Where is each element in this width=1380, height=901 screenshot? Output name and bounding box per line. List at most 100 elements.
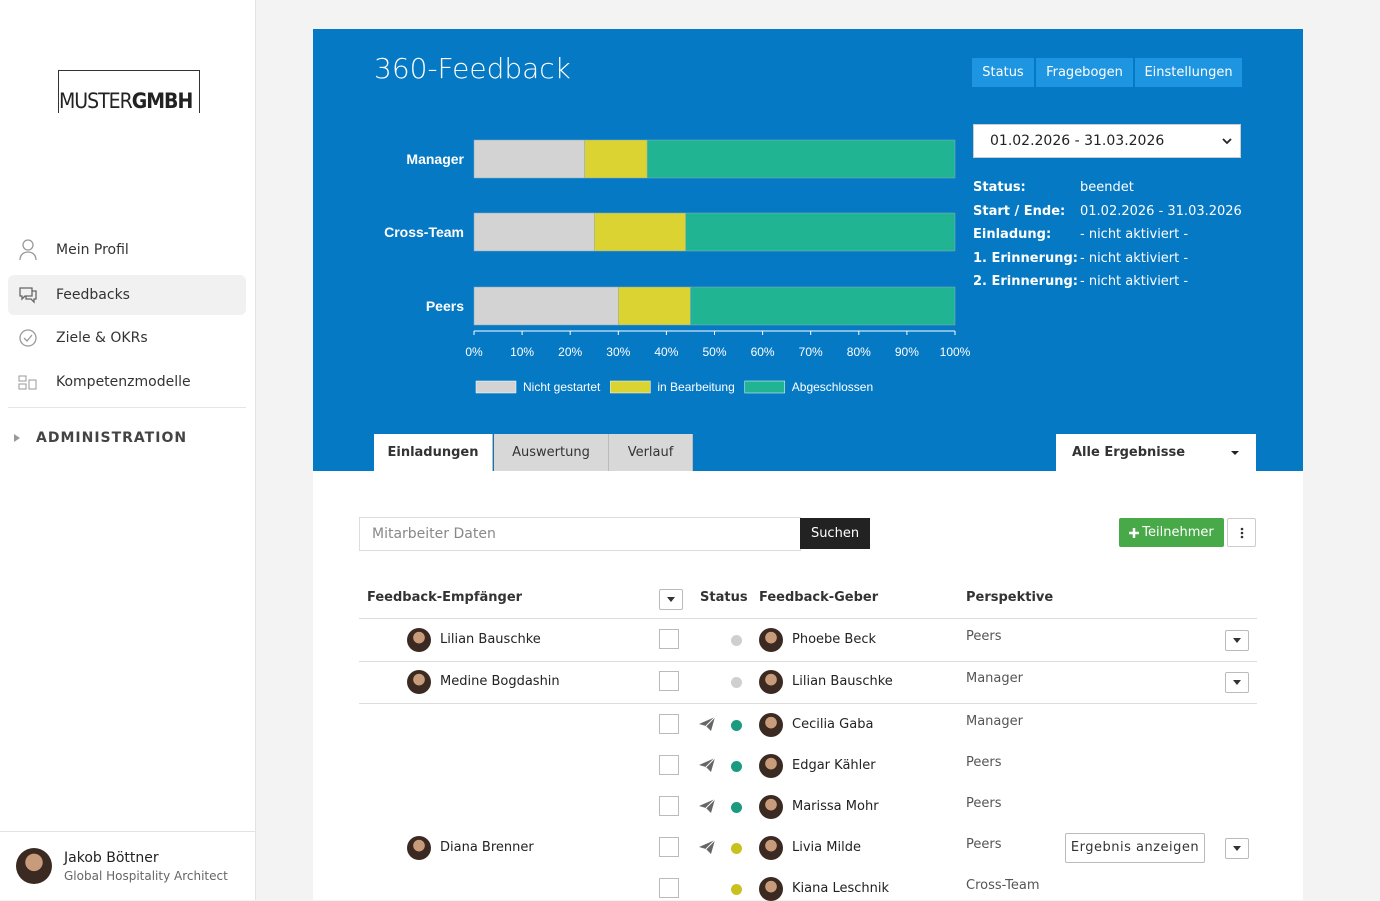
legend-swatch: [610, 380, 651, 394]
status-dot: [731, 801, 742, 813]
x-tick-label: 30%: [606, 345, 630, 359]
checkbox[interactable]: [659, 629, 679, 649]
status-dot: [731, 677, 742, 688]
section-title[interactable]: ADMINISTRATION: [36, 430, 188, 446]
checkbox[interactable]: [659, 836, 679, 857]
nav-item[interactable]: Feedbacks: [8, 275, 246, 315]
info-value: - nicht aktiviert -: [1080, 227, 1189, 242]
row-divider: [359, 703, 1257, 704]
tab[interactable]: Verlauf: [609, 434, 693, 471]
bar-segment: [646, 139, 956, 179]
add-label: Teilnehmer: [1142, 525, 1214, 540]
period-select[interactable]: 01.02.2026 - 31.03.2026: [973, 124, 1241, 158]
giver-avatar: [759, 794, 783, 819]
giver-avatar: [759, 628, 783, 652]
checkbox[interactable]: [659, 671, 679, 691]
bar-segment: [594, 212, 686, 252]
perspective: Manager: [966, 671, 1023, 686]
nav-label: Ziele & OKRs: [56, 330, 148, 346]
nav-item[interactable]: Kompetenzmodelle: [8, 362, 246, 402]
user-avatar: [16, 848, 52, 884]
header-button[interactable]: Einstellungen: [1135, 58, 1242, 87]
x-tick-label: 40%: [654, 345, 678, 359]
recipient-name: Lilian Bauschke: [440, 632, 541, 647]
x-tick-label: 80%: [847, 345, 871, 359]
nav-label: Feedbacks: [56, 287, 130, 303]
chart: Manager Cross-Team Peers 0% 10% 20% 30% 40% 50% 6…: [384, 139, 971, 394]
info-value: beendet: [1080, 180, 1134, 195]
logo-text-bold: GMBH: [131, 89, 194, 113]
perspective: Peers: [966, 795, 1002, 811]
category-label: Cross-Team: [384, 224, 464, 240]
x-tick-label: 0%: [465, 345, 483, 359]
header-button[interactable]: Status: [972, 58, 1034, 87]
bar-segment: [473, 212, 595, 252]
recipient-name: Diana Brenner: [440, 839, 534, 855]
header-button[interactable]: Fragebogen: [1036, 58, 1133, 87]
status-dot: [731, 842, 742, 854]
bar-segment: [690, 286, 956, 326]
legend-label: Abgeschlossen: [792, 380, 873, 394]
sent-icon: [699, 839, 716, 854]
row-dropdown[interactable]: [1225, 630, 1249, 651]
header-divider: [359, 618, 1257, 619]
info-label: 2. Erinnerung:: [973, 274, 1079, 289]
caret: [14, 434, 20, 442]
nav-item[interactable]: Mein Profil: [8, 230, 246, 270]
perspective: Cross-Team: [966, 877, 1040, 893]
tab[interactable]: Einladungen: [374, 434, 493, 471]
x-tick-label: 70%: [799, 345, 823, 359]
x-tick-label: 10%: [510, 345, 534, 359]
giver-name: Kiana Leschnik: [792, 880, 889, 896]
bar-segment: [473, 286, 619, 326]
giver-avatar: [759, 712, 783, 737]
info-value: - nicht aktiviert -: [1080, 274, 1189, 289]
row-divider: [359, 661, 1257, 662]
search-button[interactable]: Suchen: [800, 518, 870, 549]
recipient-name: Medine Bogdashin: [440, 674, 560, 689]
x-tick-label: 100%: [940, 345, 971, 359]
status-dot: [731, 635, 742, 646]
tab[interactable]: Auswertung: [494, 434, 609, 471]
column-dropdown[interactable]: [659, 589, 683, 610]
x-tick-label: 20%: [558, 345, 582, 359]
sidebar: MUSTERGMBH Mein Profil Feedbacks Ziele &…: [0, 0, 256, 900]
giver-avatar: [759, 670, 783, 694]
user-role: Global Hospitality Architect: [64, 869, 228, 883]
sent-icon: [699, 716, 716, 731]
legend-label: Nicht gestartet: [523, 380, 601, 394]
legend-swatch: [475, 380, 517, 394]
giver-name: Phoebe Beck: [792, 632, 877, 647]
filter-value: Alle Ergebnisse: [1072, 445, 1186, 460]
nav-item[interactable]: Ziele & OKRs: [8, 318, 246, 358]
perspective: Manager: [966, 713, 1023, 729]
row-dropdown[interactable]: [1225, 837, 1249, 859]
nav-label: Mein Profil: [56, 242, 129, 258]
row-dropdown[interactable]: [1225, 672, 1249, 693]
checkbox[interactable]: [659, 877, 679, 898]
info-value: - nicht aktiviert -: [1080, 251, 1189, 266]
column-header: Perspektive: [966, 590, 1054, 605]
checkbox[interactable]: [659, 754, 679, 775]
status-dot: [731, 719, 742, 731]
search-placeholder: Mitarbeiter Daten: [372, 526, 496, 542]
nav-label: Kompetenzmodelle: [56, 374, 191, 390]
x-tick-label: 50%: [702, 345, 726, 359]
add-button[interactable]: Teilnehmer: [1119, 518, 1224, 547]
checkbox[interactable]: [659, 795, 679, 816]
bar-segment: [685, 212, 956, 252]
recipient-avatar: [407, 670, 431, 694]
perspective: Peers: [966, 754, 1002, 770]
user-name: Jakob Böttner: [64, 850, 159, 866]
checkbox[interactable]: [659, 713, 679, 734]
separator: [8, 407, 246, 408]
result-button[interactable]: Ergebnis anzeigen: [1065, 832, 1205, 863]
giver-name: Lilian Bauschke: [792, 674, 893, 689]
info-value: 01.02.2026 - 31.03.2026: [1080, 204, 1242, 219]
filter-select[interactable]: Alle Ergebnisse: [1056, 434, 1256, 471]
status-dot: [731, 760, 742, 772]
search-input[interactable]: Mitarbeiter Daten: [359, 517, 801, 551]
recipient-avatar: [407, 835, 431, 860]
more-button[interactable]: [1227, 518, 1256, 547]
x-tick-label: 60%: [751, 345, 775, 359]
